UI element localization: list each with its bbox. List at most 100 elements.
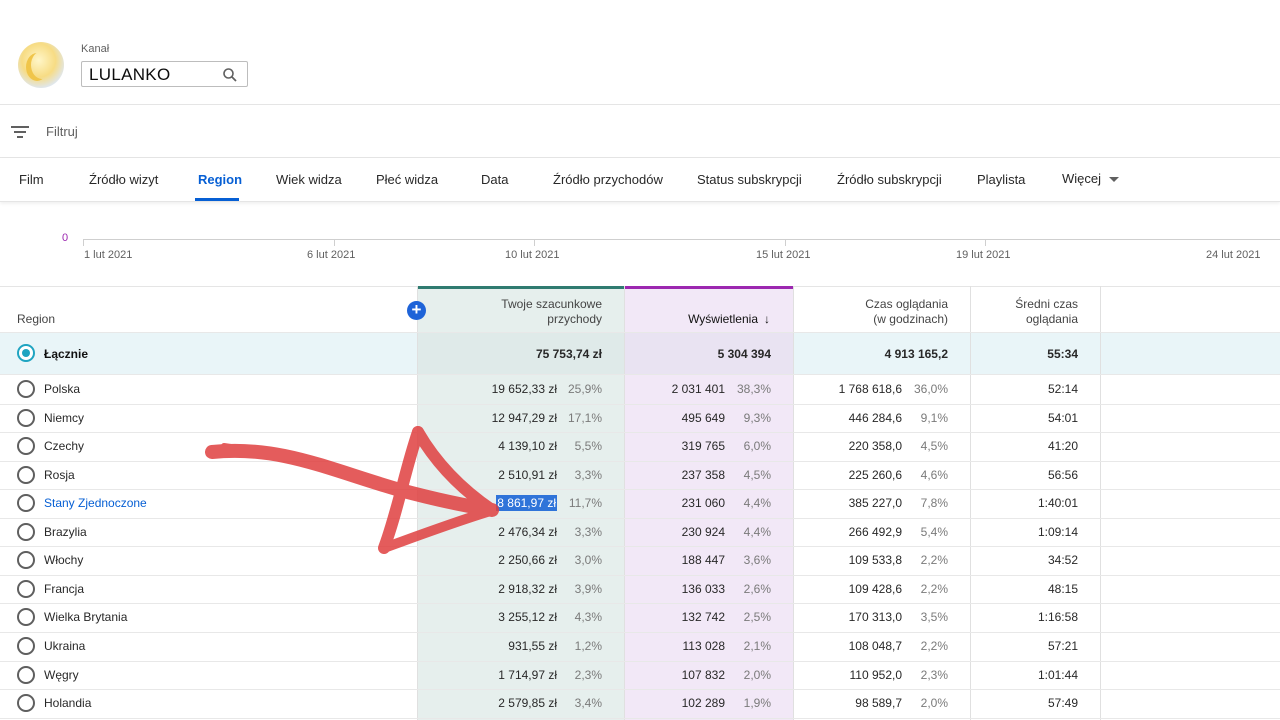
row-radio[interactable] bbox=[17, 494, 35, 513]
views-percent: 3,6% bbox=[743, 553, 771, 568]
revenue-percent: 3,9% bbox=[574, 581, 602, 596]
header-watch-line2: (w godzinach) bbox=[873, 312, 948, 326]
row-divider bbox=[0, 403, 1280, 405]
region-name[interactable]: Ukraina bbox=[44, 638, 86, 653]
header-watch-time[interactable]: Czas oglądania (w godzinach) bbox=[865, 297, 948, 327]
revenue-value-text: 931,55 zł bbox=[508, 638, 557, 653]
avg-watch-value: 56:56 bbox=[1047, 467, 1078, 482]
region-name[interactable]: Włochy bbox=[44, 553, 84, 568]
tab-more[interactable]: Więcej bbox=[1062, 171, 1120, 186]
filter-bar[interactable]: Filtruj bbox=[0, 106, 1280, 158]
header-revenue-line1: Twoje szacunkowe bbox=[501, 297, 602, 311]
search-icon[interactable] bbox=[222, 67, 238, 83]
row-radio[interactable] bbox=[17, 665, 35, 684]
row-radio[interactable] bbox=[17, 551, 35, 570]
row-radio[interactable] bbox=[17, 522, 35, 541]
region-name[interactable]: Węgry bbox=[44, 667, 79, 682]
watch-time-value: 108 048,7 bbox=[848, 638, 902, 653]
region-name[interactable]: Brazylia bbox=[44, 524, 87, 539]
revenue-percent: 3,4% bbox=[574, 696, 602, 711]
revenue-value-text: 2 579,85 zł bbox=[498, 696, 557, 711]
watch-time-percent: 7,8% bbox=[920, 496, 948, 511]
watch-time-value: 109 533,8 bbox=[848, 553, 902, 568]
revenue-percent: 3,3% bbox=[574, 524, 602, 539]
timeline-date: 1 lut 2021 bbox=[84, 249, 133, 261]
avg-watch-value: 1:01:44 bbox=[1037, 667, 1078, 682]
add-metric-button[interactable]: + bbox=[407, 301, 426, 320]
tab-subscription-status[interactable]: Status subskrypcji bbox=[697, 172, 802, 187]
row-radio[interactable] bbox=[17, 694, 35, 713]
views-percent: 2,0% bbox=[743, 667, 771, 682]
row-radio[interactable] bbox=[17, 408, 35, 427]
revenue-value: 4 139,10 zł bbox=[498, 439, 557, 453]
tab-playlist[interactable]: Playlista bbox=[977, 172, 1026, 187]
avg-watch-value: 52:14 bbox=[1047, 382, 1078, 396]
row-divider bbox=[0, 574, 1280, 576]
timeline-zero-label: 0 bbox=[62, 232, 69, 244]
views-percent: 2,6% bbox=[743, 581, 771, 596]
channel-label: Kanał bbox=[81, 43, 110, 55]
total-radio[interactable] bbox=[17, 344, 35, 362]
total-watch-time: 4 913 165,2 bbox=[884, 347, 948, 361]
revenue-value-text[interactable]: 8 861,97 zł bbox=[496, 495, 557, 512]
region-name[interactable]: Stany Zjednoczone bbox=[44, 496, 147, 511]
header-region[interactable]: Region bbox=[17, 312, 56, 326]
revenue-percent: 1,2% bbox=[574, 638, 602, 653]
header-views[interactable]: Wyświetlenia ↓ bbox=[688, 312, 770, 327]
row-radio[interactable] bbox=[17, 465, 35, 484]
channel-selector[interactable]: LULANKO bbox=[81, 61, 248, 87]
column-divider bbox=[793, 286, 794, 720]
header-avg-line2: oglądania bbox=[1025, 312, 1078, 326]
revenue-value: 931,55 zł bbox=[508, 639, 557, 653]
watch-time-percent: 3,5% bbox=[920, 610, 948, 625]
row-radio[interactable] bbox=[17, 380, 35, 398]
timeline-date: 15 lut 2021 bbox=[756, 249, 811, 261]
tab-viewer-gender[interactable]: Płeć widza bbox=[376, 172, 439, 187]
row-radio[interactable] bbox=[17, 437, 35, 456]
watch-time-percent: 4,5% bbox=[920, 439, 948, 454]
watch-time-value: 266 492,9 bbox=[848, 524, 902, 539]
header-revenue[interactable]: Twoje szacunkowe przychody bbox=[501, 297, 602, 327]
region-name[interactable]: Czechy bbox=[44, 439, 85, 454]
channel-avatar[interactable] bbox=[18, 42, 64, 88]
tab-date[interactable]: Data bbox=[481, 172, 509, 187]
row-divider bbox=[0, 432, 1280, 434]
row-divider bbox=[0, 460, 1280, 462]
filter-label[interactable]: Filtruj bbox=[46, 124, 78, 139]
revenue-value: 1 714,97 zł bbox=[498, 668, 557, 682]
views-value: 230 924 bbox=[681, 524, 725, 539]
row-radio[interactable] bbox=[17, 636, 35, 655]
filter-icon[interactable] bbox=[11, 125, 29, 139]
region-name[interactable]: Niemcy bbox=[44, 410, 85, 425]
region-name[interactable]: Holandia bbox=[44, 696, 92, 711]
region-name[interactable]: Rosja bbox=[44, 467, 75, 482]
header-avg-watch[interactable]: Średni czas oglądania bbox=[1015, 297, 1078, 327]
total-avg-watch: 55:34 bbox=[1047, 347, 1078, 361]
revenue-value-text: 4 139,10 zł bbox=[498, 439, 557, 454]
region-name[interactable]: Wielka Brytania bbox=[44, 610, 128, 625]
row-divider bbox=[0, 517, 1280, 519]
tab-film[interactable]: Film bbox=[19, 172, 44, 187]
region-name[interactable]: Francja bbox=[44, 581, 85, 596]
tab-revenue-source[interactable]: Źródło przychodów bbox=[553, 172, 663, 187]
watch-time-value: 446 284,6 bbox=[848, 410, 902, 425]
row-divider bbox=[0, 660, 1280, 662]
row-divider bbox=[0, 489, 1280, 491]
region-name[interactable]: Polska bbox=[44, 382, 81, 396]
column-divider bbox=[1100, 286, 1101, 720]
views-percent: 2,5% bbox=[743, 610, 771, 625]
watch-time-percent: 2,2% bbox=[920, 638, 948, 653]
row-radio[interactable] bbox=[17, 579, 35, 598]
row-radio[interactable] bbox=[17, 608, 35, 627]
tab-traffic-source[interactable]: Źródło wizyt bbox=[89, 172, 159, 187]
watch-time-percent: 4,6% bbox=[920, 467, 948, 482]
avg-watch-value: 48:15 bbox=[1047, 581, 1078, 596]
views-value: 237 358 bbox=[681, 467, 725, 482]
tab-subscription-source[interactable]: Źródło subskrypcji bbox=[837, 172, 942, 187]
tab-viewer-age[interactable]: Wiek widza bbox=[276, 172, 342, 187]
row-divider bbox=[0, 717, 1280, 719]
watch-time-percent: 9,1% bbox=[920, 410, 948, 425]
tab-region[interactable]: Region bbox=[198, 172, 243, 187]
avg-watch-value: 57:49 bbox=[1047, 696, 1078, 711]
revenue-value-text: 1 714,97 zł bbox=[498, 667, 557, 682]
